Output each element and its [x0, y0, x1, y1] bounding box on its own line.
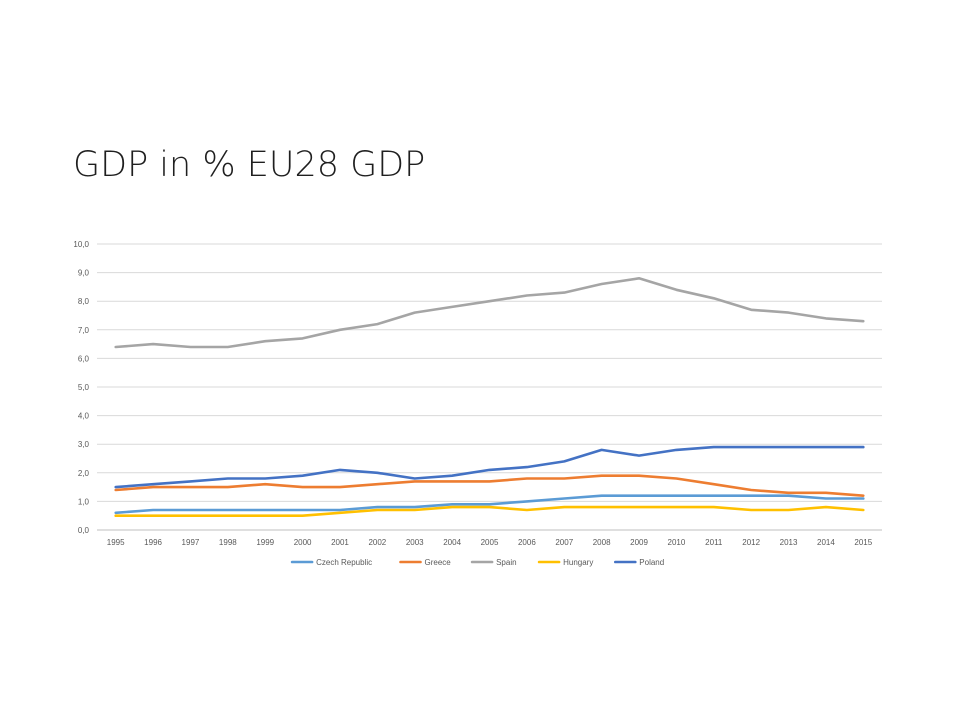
y-tick-label: 1,0 — [78, 497, 90, 506]
legend-label-spain: Spain — [496, 558, 516, 567]
y-tick-label: 9,0 — [78, 269, 90, 278]
x-tick-label: 2014 — [817, 538, 835, 547]
x-tick-label: 1998 — [219, 538, 237, 547]
y-tick-label: 2,0 — [78, 469, 90, 478]
y-tick-label: 0,0 — [78, 526, 90, 535]
series-line-hungary — [116, 507, 864, 516]
y-tick-label: 6,0 — [78, 354, 90, 363]
series-lines — [116, 278, 864, 515]
legend-label-greece: Greece — [425, 558, 452, 567]
x-axis-ticks: 1995 1996 1997 1998 1999 2000 2001 2002 2003 2004… — [107, 538, 873, 547]
x-tick-label: 2012 — [742, 538, 760, 547]
y-tick-label: 8,0 — [78, 297, 90, 306]
y-tick-label: 3,0 — [78, 440, 90, 449]
x-tick-label: 2004 — [443, 538, 461, 547]
x-tick-label: 2006 — [518, 538, 536, 547]
series-line-spain — [116, 278, 864, 347]
line-chart: 0,01,02,03,04,05,06,07,08,09,010,01995 19… — [0, 0, 960, 720]
x-tick-label: 2013 — [780, 538, 798, 547]
x-tick-label: 1997 — [182, 538, 200, 547]
x-tick-label: 2010 — [668, 538, 686, 547]
legend-label-hungary: Hungary — [563, 558, 593, 567]
x-tick-label: 2008 — [593, 538, 611, 547]
x-tick-label: 1996 — [144, 538, 162, 547]
legend-label-poland: Poland — [639, 558, 664, 567]
x-tick-label: 1999 — [256, 538, 274, 547]
x-tick-label: 2002 — [368, 538, 386, 547]
x-tick-label: 2001 — [331, 538, 349, 547]
legend: Czech Republic Greece Spain Hungary Poland — [292, 558, 664, 567]
x-tick-label: 2007 — [555, 538, 573, 547]
x-tick-label: 2005 — [481, 538, 499, 547]
y-axis-ticks: 0,0 1,0 2,0 3,0 4,0 5,0 6,0 7,0 8,0 9,0 10,0 — [73, 240, 89, 535]
x-tick-label: 2011 — [705, 538, 723, 547]
x-tick-label: 2000 — [294, 538, 312, 547]
x-tick-label: 2015 — [854, 538, 872, 547]
slide: GDP in % EU28 GDP 0,0 1,0 2,0 3,0 4,0 5,0 6,0 7… — [0, 0, 960, 720]
y-tick-label: 10,0 — [73, 240, 89, 249]
y-tick-label: 7,0 — [78, 326, 90, 335]
legend-label-czech-republic: Czech Republic — [316, 558, 372, 567]
x-tick-label: 2009 — [630, 538, 648, 547]
y-tick-label: 5,0 — [78, 383, 90, 392]
x-tick-label: 1995 — [107, 538, 125, 547]
x-tick-label: 2003 — [406, 538, 424, 547]
y-tick-label: 4,0 — [78, 412, 90, 421]
